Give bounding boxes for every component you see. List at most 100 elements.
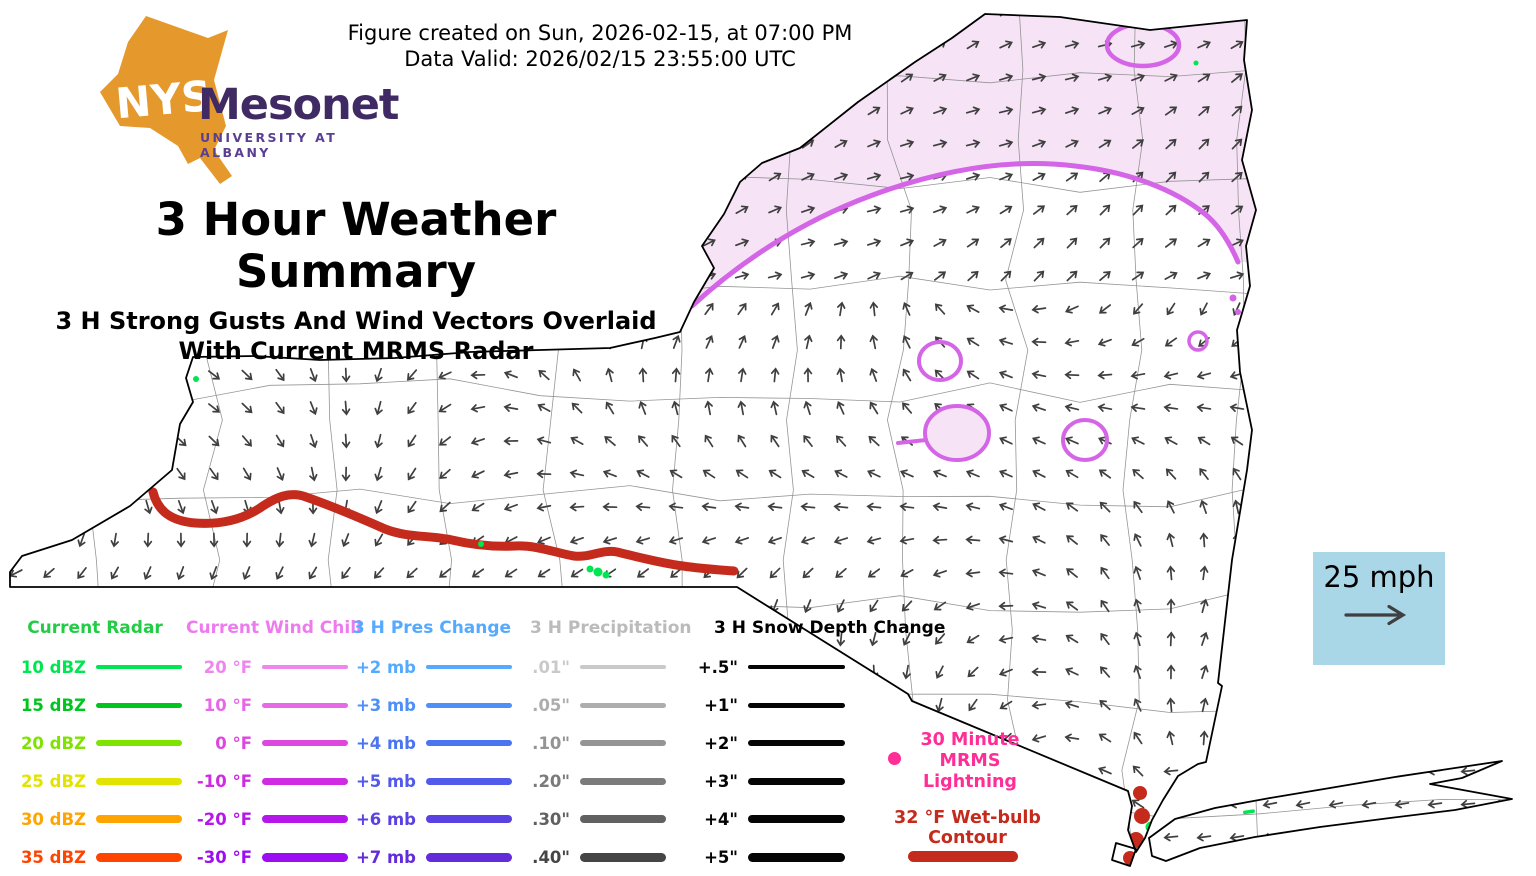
legend-item-label: +1"	[704, 695, 738, 715]
wind-arrow	[1295, 798, 1311, 810]
wind-arrow	[1361, 37, 1377, 53]
wind-arrow	[1460, 334, 1477, 349]
wind-arrow	[1163, 865, 1179, 866]
wind-arrow	[1493, 436, 1509, 446]
wind-arrow	[141, 564, 155, 581]
wind-arrow	[1229, 765, 1245, 777]
wind-arrow	[1262, 70, 1278, 86]
wind-arrow	[1459, 236, 1476, 250]
wind-arrow	[503, 103, 519, 120]
logo-name: Mesonet	[198, 80, 399, 130]
wind-arrow	[470, 136, 486, 152]
wind-arrow	[1166, 664, 1176, 680]
wind-arrow	[1460, 832, 1476, 842]
wind-arrow	[1196, 864, 1212, 866]
wind-arrow	[75, 399, 89, 416]
wind-arrow	[965, 664, 981, 680]
wind-arrow	[998, 500, 1015, 514]
wind-arrow	[967, 862, 979, 866]
wind-arrow	[1064, 434, 1081, 448]
wind-arrow	[1064, 665, 1081, 679]
wind-arrow	[1295, 864, 1311, 866]
legend-row: 0 °F	[186, 724, 362, 762]
wind-arrow	[1196, 798, 1212, 810]
legend-line-swatch	[262, 702, 348, 708]
wind-arrow	[140, 433, 156, 449]
wind-arrow	[107, 400, 123, 416]
wind-arrow	[44, 433, 54, 449]
wind-arrow	[1097, 631, 1113, 648]
wind-arrow	[1394, 864, 1410, 866]
wind-arrow	[769, 400, 781, 416]
wind-arrow	[1198, 697, 1210, 713]
wind-arrow	[1163, 766, 1179, 776]
wind-arrow	[273, 465, 287, 482]
wind-arrow	[275, 532, 285, 548]
legend-line-swatch	[426, 777, 512, 785]
wind-arrow	[931, 203, 948, 217]
wind-arrow	[1426, 138, 1443, 150]
wind-arrow	[998, 401, 1015, 415]
legend-row: +.5"	[690, 648, 921, 686]
legend-row: 20 °F	[186, 648, 362, 686]
wind-arrow	[1328, 369, 1344, 381]
wind-arrow	[372, 531, 387, 548]
wind-arrow	[1329, 466, 1344, 483]
wind-arrow	[1163, 799, 1179, 809]
wind-arrow	[1031, 337, 1047, 347]
wind-arrow	[1031, 667, 1047, 677]
legend-column-precip: 3 H Precipitation .01" .05" .10" .20" .30" .40…	[520, 608, 692, 876]
legend-item-label: +4 mb	[355, 733, 416, 753]
wind-arrow	[734, 533, 751, 547]
wind-arrow	[602, 467, 619, 481]
legend-row: 30 dBZ	[8, 800, 182, 838]
wind-arrow	[1196, 434, 1213, 449]
wind-arrow	[998, 697, 1015, 713]
wind-arrow	[1263, 300, 1277, 317]
wind-arrow	[1395, 499, 1409, 516]
wind-arrow	[965, 696, 981, 713]
wind-arrow	[10, 268, 22, 284]
wind-arrow	[1294, 237, 1311, 249]
wind-arrow	[1262, 598, 1278, 615]
legend-line-swatch	[96, 665, 182, 669]
wind-arrow	[835, 367, 847, 383]
wind-arrow	[964, 203, 981, 217]
wind-arrow	[107, 367, 123, 383]
wind-arrow	[1164, 499, 1178, 516]
wind-arrow	[1429, 697, 1441, 714]
wind-arrow	[1394, 204, 1410, 216]
wind-arrow	[1460, 499, 1476, 515]
wind-arrow	[1031, 600, 1048, 612]
wind-arrow	[701, 169, 717, 185]
legend-row: -10 °F	[186, 762, 362, 800]
legend-column-title: 3 H Pres Change	[352, 618, 512, 638]
wind-arrow	[437, 400, 454, 416]
wind-arrow	[636, 400, 650, 417]
wet-bulb-legend-swatch	[908, 851, 1018, 862]
legend-column-title: Current Wind Chill	[186, 618, 362, 638]
wind-arrow	[437, 104, 454, 118]
wind-arrow	[404, 565, 420, 581]
wind-arrow	[1229, 433, 1246, 449]
wind-arrow	[1492, 235, 1509, 251]
wind-arrow	[1394, 14, 1410, 20]
wind-arrow	[899, 367, 915, 384]
wind-arrow	[1360, 269, 1377, 283]
wind-arrow	[10, 432, 22, 449]
wind-arrow	[1429, 664, 1441, 681]
wind-arrow	[1463, 664, 1473, 680]
wind-arrow	[373, 465, 385, 482]
legend-item-label: 20 dBZ	[20, 733, 86, 753]
wind-arrow	[898, 204, 915, 216]
wind-arrow	[1328, 864, 1344, 866]
legend-item-label: 25 dBZ	[20, 771, 86, 791]
wind-arrow	[272, 432, 287, 449]
wind-arrow	[536, 14, 553, 19]
wind-arrow	[1360, 170, 1377, 184]
wind-arrow	[900, 334, 914, 351]
wind-arrow	[964, 171, 981, 184]
wind-arrow	[1427, 14, 1443, 20]
legend-row: .10"	[520, 724, 682, 762]
wind-arrow	[1328, 37, 1344, 53]
